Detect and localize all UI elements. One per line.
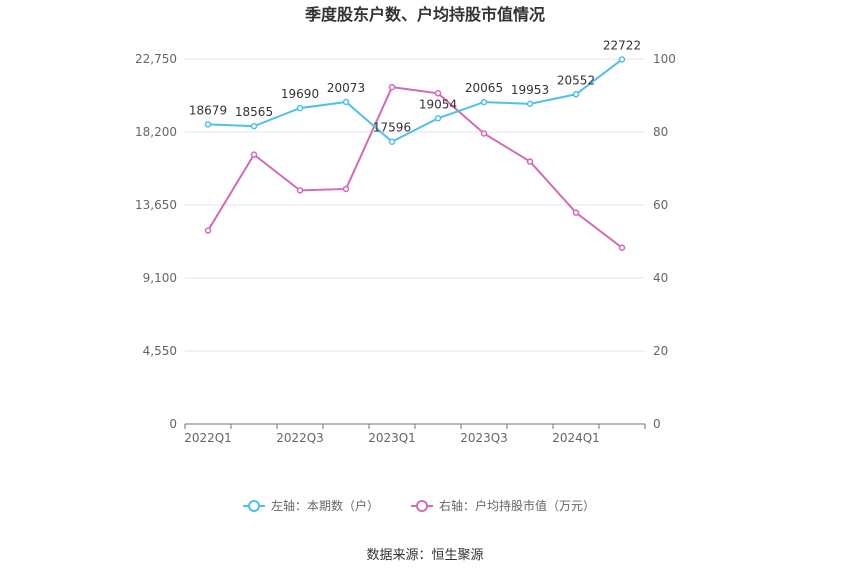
legend-marker-icon bbox=[248, 500, 260, 512]
avg-holding-value-line bbox=[207, 86, 623, 249]
households-point bbox=[204, 121, 212, 128]
data-labels: 18679 18565 19690 20073 17596 19054 20065 19953… bbox=[189, 38, 641, 134]
right-tick-label: 0 bbox=[653, 417, 661, 431]
avg-holding-value-point bbox=[342, 185, 350, 193]
households-point bbox=[296, 104, 304, 112]
left-tick-label: 4,550 bbox=[143, 344, 177, 358]
right-tick-label: 100 bbox=[653, 52, 676, 66]
x-tick-label: 2024Q1 bbox=[552, 431, 600, 445]
households-data-label: 18679 bbox=[189, 103, 227, 117]
right-tick-label: 80 bbox=[653, 125, 668, 139]
households-point bbox=[342, 98, 350, 106]
left-tick-label: 18,200 bbox=[135, 125, 177, 139]
avg-holding-value-point bbox=[204, 227, 212, 234]
left-tick-label: 13,650 bbox=[135, 198, 177, 212]
legend-label: 左轴：本期数（户） bbox=[271, 498, 379, 513]
households-point bbox=[388, 138, 396, 145]
grid bbox=[185, 58, 645, 352]
avg-holding-value-point bbox=[572, 209, 580, 216]
avg-holding-value-point bbox=[388, 83, 396, 91]
households-data-label: 19690 bbox=[281, 87, 319, 101]
x-axis: 2022Q1 2022Q3 2023Q1 2023Q3 2024Q1 bbox=[184, 423, 646, 445]
households-data-label: 19054 bbox=[419, 97, 457, 111]
right-tick-label: 40 bbox=[653, 271, 668, 285]
households-line bbox=[207, 58, 623, 143]
households-data-label: 20552 bbox=[557, 73, 595, 87]
left-tick-label: 22,750 bbox=[135, 52, 177, 66]
households-point bbox=[618, 56, 626, 63]
legend-marker-icon bbox=[416, 500, 428, 512]
avg-holding-value-point bbox=[526, 158, 534, 165]
x-tick-label: 2022Q1 bbox=[184, 431, 232, 445]
households-data-label: 20065 bbox=[465, 81, 503, 95]
right-tick-label: 60 bbox=[653, 198, 668, 212]
left-axis-ticks: 0 4,550 9,100 13,650 18,200 22,750 bbox=[135, 52, 177, 431]
households-point bbox=[572, 91, 580, 98]
households-data-label: 17596 bbox=[373, 121, 411, 135]
series-lines bbox=[204, 56, 626, 251]
avg-holding-value-point bbox=[250, 151, 258, 158]
x-tick-label: 2022Q3 bbox=[276, 431, 324, 445]
households-point bbox=[250, 122, 258, 130]
households-data-label: 20073 bbox=[327, 81, 365, 95]
x-tick-label: 2023Q1 bbox=[368, 431, 416, 445]
avg-holding-value-point bbox=[434, 90, 442, 97]
households-data-label: 22722 bbox=[603, 38, 641, 52]
legend-item-households[interactable]: 左轴：本期数（户） bbox=[243, 498, 379, 513]
source-note: 数据来源：恒生聚源 bbox=[366, 548, 483, 563]
left-tick-label: 0 bbox=[169, 417, 177, 431]
avg-holding-value-point bbox=[296, 187, 304, 194]
avg-holding-value-point bbox=[618, 244, 626, 251]
x-tick-label: 2023Q3 bbox=[460, 431, 508, 445]
legend-label: 右轴：户均持股市值（万元） bbox=[439, 498, 595, 513]
chart-title: 季度股东户数、户均持股市值情况 bbox=[304, 5, 545, 24]
legend[interactable]: 左轴：本期数（户） 右轴：户均持股市值（万元） bbox=[243, 498, 595, 513]
right-axis-ticks: 0 20 40 60 80 100 bbox=[653, 52, 676, 431]
households-point bbox=[526, 100, 534, 108]
households-point bbox=[434, 115, 442, 122]
households-point bbox=[480, 98, 488, 106]
left-tick-label: 9,100 bbox=[143, 271, 177, 285]
right-tick-label: 20 bbox=[653, 344, 668, 358]
households-data-label: 18565 bbox=[235, 105, 273, 119]
avg-holding-value-point bbox=[480, 130, 488, 137]
households-data-label: 19953 bbox=[511, 83, 549, 97]
legend-item-avg-holding-value[interactable]: 右轴：户均持股市值（万元） bbox=[411, 498, 595, 513]
